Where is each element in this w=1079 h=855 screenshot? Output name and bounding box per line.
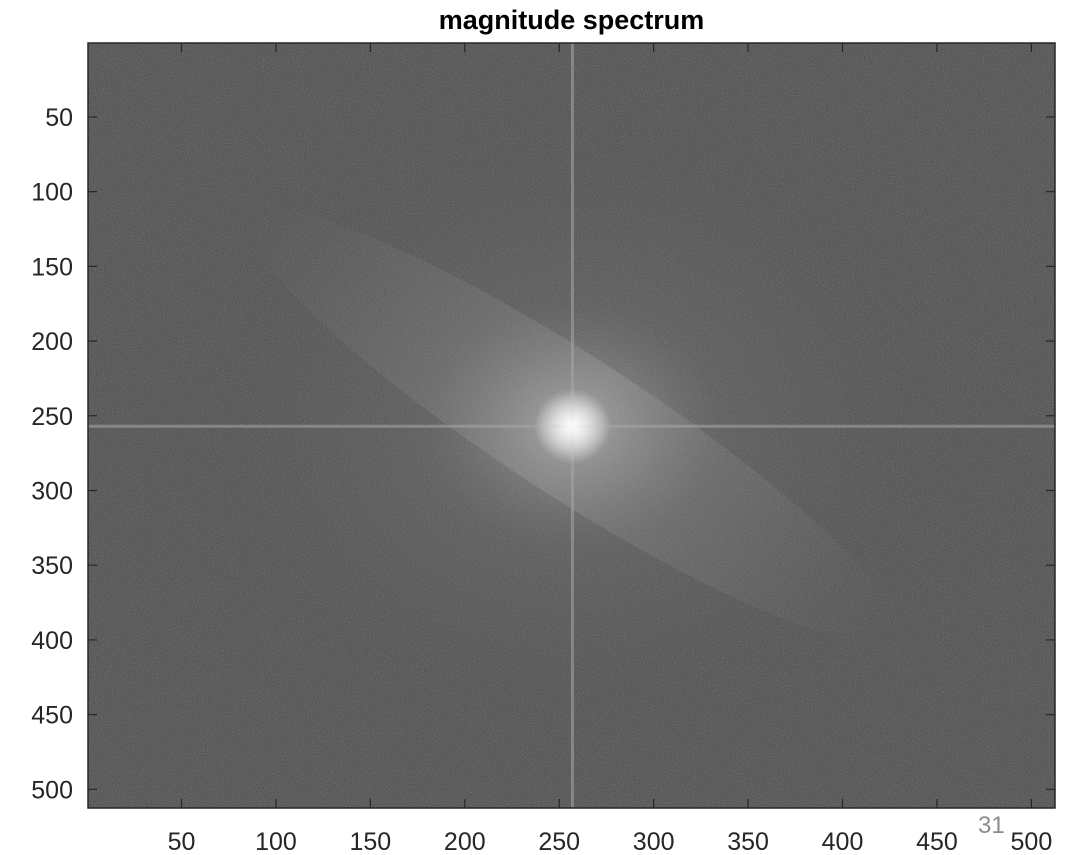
y-tick-label: 200 bbox=[31, 328, 73, 356]
x-tick-label: 400 bbox=[822, 828, 864, 855]
x-tick-label: 50 bbox=[168, 828, 196, 855]
x-tick-label: 500 bbox=[1011, 828, 1053, 855]
x-tick-label: 450 bbox=[916, 828, 958, 855]
y-tick-label: 500 bbox=[31, 776, 73, 804]
y-tick-label: 250 bbox=[31, 403, 73, 431]
x-tick-label: 200 bbox=[444, 828, 486, 855]
y-tick-label: 300 bbox=[31, 477, 73, 505]
y-tick-label: 50 bbox=[45, 104, 73, 132]
y-tick-label: 350 bbox=[31, 552, 73, 580]
y-tick-label: 100 bbox=[31, 179, 73, 207]
dc-peak bbox=[534, 388, 611, 465]
y-tick-label: 450 bbox=[31, 702, 73, 730]
y-tick-label: 400 bbox=[31, 627, 73, 655]
x-tick-label: 100 bbox=[255, 828, 297, 855]
x-tick-label: 350 bbox=[727, 828, 769, 855]
x-tick-label: 150 bbox=[349, 828, 391, 855]
x-axis: 50 100 150 200 250 300 350 400 450 500 bbox=[168, 43, 1053, 855]
y-axis: 50 100 150 200 250 300 350 400 450 500 bbox=[31, 104, 1055, 804]
y-tick-label: 150 bbox=[31, 253, 73, 281]
x-tick-label: 250 bbox=[538, 828, 580, 855]
page-number: 31 bbox=[978, 812, 1005, 839]
x-tick-label: 300 bbox=[633, 828, 675, 855]
plot-area bbox=[88, 43, 1055, 808]
plot-frame bbox=[87, 42, 1056, 809]
chart-title: magnitude spectrum bbox=[439, 5, 705, 35]
